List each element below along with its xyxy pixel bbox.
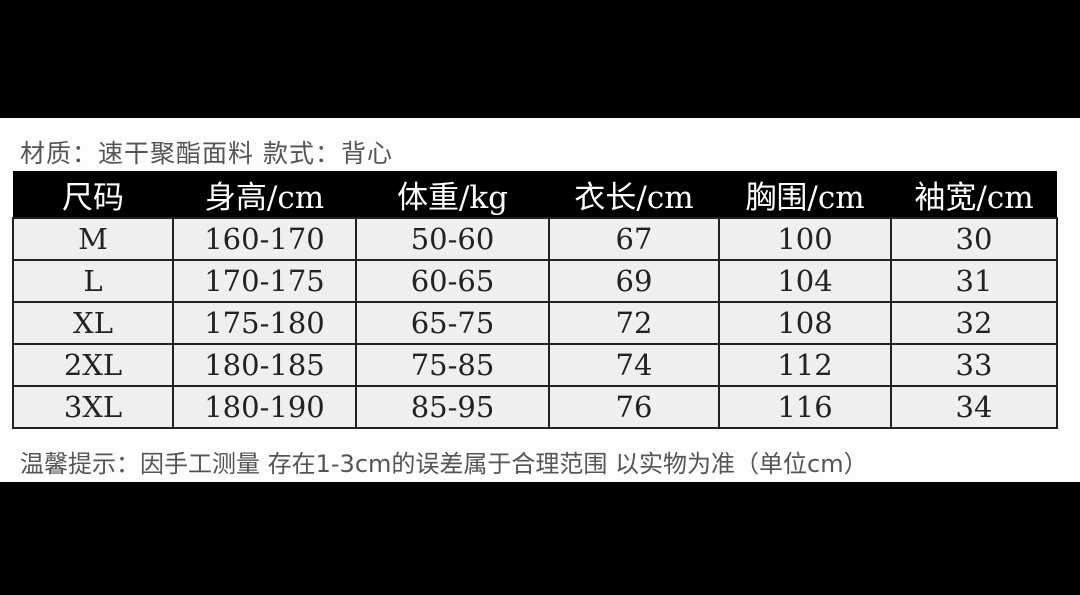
size-chart: 材质：速干聚酯面料 款式：背心 尺码 身高/cm 体重/kg 衣长/cm 胸围/cm 袖宽… bbox=[0, 118, 1080, 482]
material-style-title: 材质：速干聚酯面料 款式：背心 bbox=[20, 139, 393, 168]
table-cell: 116 bbox=[718, 385, 892, 429]
table-cell: 180-190 bbox=[172, 385, 357, 429]
table-cell: 67 bbox=[548, 217, 720, 261]
table-row: 2XL 180-185 75-85 74 112 33 bbox=[12, 343, 1058, 387]
table-row: 3XL 180-190 85-95 76 116 34 bbox=[12, 385, 1058, 429]
table-cell: 50-60 bbox=[355, 217, 550, 261]
table-cell: 108 bbox=[718, 301, 892, 345]
column-header: 尺码 bbox=[13, 171, 173, 218]
table-cell: 180-185 bbox=[172, 343, 357, 387]
table-cell: 100 bbox=[718, 217, 892, 261]
table-cell: 104 bbox=[718, 259, 892, 303]
column-header: 体重/kg bbox=[356, 171, 549, 218]
table-cell: 74 bbox=[548, 343, 720, 387]
table-cell: 72 bbox=[548, 301, 720, 345]
column-header: 胸围/cm bbox=[719, 171, 891, 218]
table-cell: 112 bbox=[718, 343, 892, 387]
column-header: 身高/cm bbox=[173, 171, 356, 218]
measurement-note: 温馨提示：因手工测量 存在1-3cm的误差属于合理范围 以实物为准（单位cm） bbox=[20, 450, 868, 478]
column-header: 袖宽/cm bbox=[891, 171, 1057, 218]
table-cell: M bbox=[12, 217, 174, 261]
table-cell: 33 bbox=[890, 343, 1058, 387]
table-cell: 31 bbox=[890, 259, 1058, 303]
table-cell: XL bbox=[12, 301, 174, 345]
table-cell: 69 bbox=[548, 259, 720, 303]
table-cell: 170-175 bbox=[172, 259, 357, 303]
table-cell: 3XL bbox=[12, 385, 174, 429]
table-cell: 2XL bbox=[12, 343, 174, 387]
table-cell: 60-65 bbox=[355, 259, 550, 303]
table-cell: 65-75 bbox=[355, 301, 550, 345]
table-cell: 75-85 bbox=[355, 343, 550, 387]
table-row: M 160-170 50-60 67 100 30 bbox=[12, 217, 1058, 261]
table-cell: 76 bbox=[548, 385, 720, 429]
table-cell: 34 bbox=[890, 385, 1058, 429]
table-cell: 160-170 bbox=[172, 217, 357, 261]
column-header: 衣长/cm bbox=[549, 171, 719, 218]
table-row: L 170-175 60-65 69 104 31 bbox=[12, 259, 1058, 303]
table-cell: 175-180 bbox=[172, 301, 357, 345]
table-row: XL 175-180 65-75 72 108 32 bbox=[12, 301, 1058, 345]
table-cell: 85-95 bbox=[355, 385, 550, 429]
table-cell: 32 bbox=[890, 301, 1058, 345]
table-cell: L bbox=[12, 259, 174, 303]
header-row: 尺码 身高/cm 体重/kg 衣长/cm 胸围/cm 袖宽/cm bbox=[13, 171, 1057, 218]
table-cell: 30 bbox=[890, 217, 1058, 261]
size-table: 尺码 身高/cm 体重/kg 衣长/cm 胸围/cm 袖宽/cm M 160-170 50-6… bbox=[12, 171, 1058, 429]
